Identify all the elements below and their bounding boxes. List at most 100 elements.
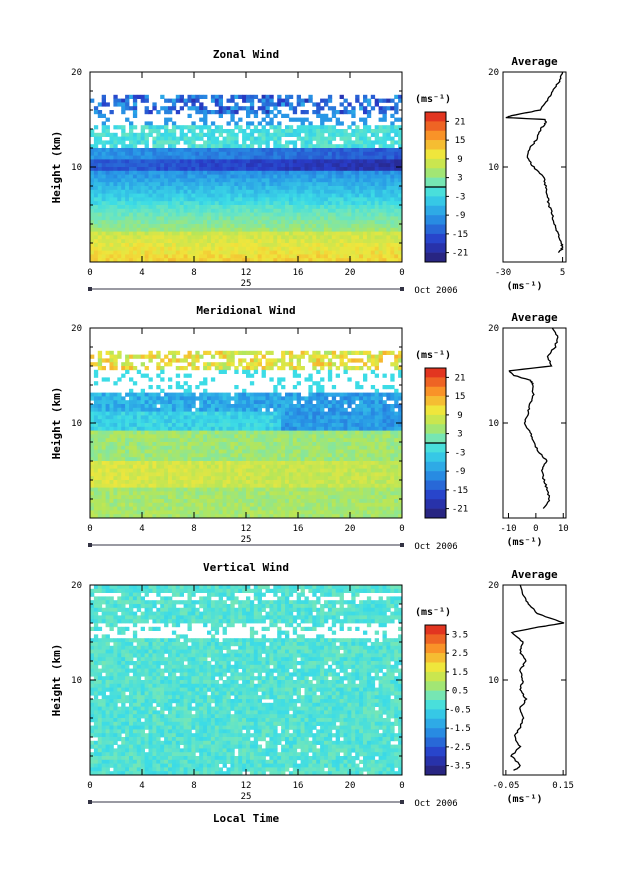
- profile-x-tick-label: -30: [495, 268, 511, 278]
- heatmap-cell: [203, 419, 208, 424]
- heatmap-cell: [125, 366, 130, 371]
- heatmap-cell: [347, 125, 352, 130]
- heatmap-cell: [179, 167, 184, 172]
- heatmap-cell: [140, 197, 145, 202]
- heatmap-cell: [285, 239, 290, 244]
- heatmap-cell: [327, 358, 333, 363]
- heatmap-cell: [300, 426, 305, 431]
- heatmap-cell: [164, 354, 169, 359]
- heatmap-cell: [226, 208, 231, 213]
- heatmap-cell: [324, 423, 329, 428]
- heatmap-cell: [246, 362, 251, 367]
- heatmap-cell: [253, 129, 259, 134]
- heatmap-cell: [265, 350, 270, 355]
- heatmap-cell: [140, 388, 145, 393]
- heatmap-cell: [320, 461, 325, 466]
- heatmap-cell: [113, 423, 118, 428]
- heatmap-cell: [148, 227, 153, 232]
- heatmap-cell: [179, 243, 184, 248]
- heatmap-cell: [164, 396, 169, 401]
- heatmap-cell: [355, 208, 360, 213]
- heatmap-cell: [187, 231, 192, 236]
- heatmap-cell: [359, 445, 364, 450]
- heatmap-cell: [230, 445, 235, 450]
- heatmap-cell: [386, 453, 391, 458]
- heatmap-cell: [253, 430, 259, 435]
- heatmap-cell: [281, 182, 286, 187]
- heatmap-cell: [253, 220, 259, 225]
- heatmap-cell: [246, 170, 251, 175]
- heatmap-cell: [296, 381, 301, 386]
- heatmap-cell: [121, 220, 126, 225]
- heatmap-cell: [343, 415, 348, 420]
- heatmap-cell: [152, 129, 157, 134]
- heatmap-cell: [109, 140, 114, 145]
- heatmap-cell: [269, 231, 274, 236]
- heatmap-cell: [378, 167, 383, 172]
- heatmap-cell: [382, 423, 387, 428]
- heatmap-cell: [105, 457, 110, 462]
- heatmap-cell: [390, 385, 395, 390]
- heatmap-cell: [214, 246, 220, 251]
- heatmap-cell: [370, 411, 376, 416]
- heatmap-cell: [218, 434, 223, 439]
- heatmap-cell: [398, 419, 403, 424]
- heatmap-cell: [246, 404, 251, 409]
- heatmap-cell: [218, 205, 223, 210]
- heatmap-cell: [109, 167, 114, 172]
- heatmap-cell: [378, 445, 383, 450]
- heatmap-cell: [273, 208, 278, 213]
- heatmap-cell: [339, 224, 344, 229]
- heatmap-cell: [136, 354, 142, 359]
- heatmap-cell: [355, 442, 360, 447]
- heatmap-cell: [308, 151, 313, 156]
- heatmap-cell: [265, 415, 270, 420]
- heatmap-cell: [312, 189, 317, 194]
- heatmap-cell: [351, 415, 356, 420]
- heatmap-cell: [382, 235, 387, 240]
- heatmap-cell: [199, 438, 204, 443]
- heatmap-cell: [144, 400, 149, 405]
- heatmap-cell: [265, 102, 270, 107]
- heatmap-cell: [394, 430, 399, 435]
- heatmap-cell: [363, 373, 368, 378]
- colorbar-unit: (ms⁻¹): [415, 94, 451, 105]
- heatmap-cell: [238, 144, 243, 149]
- heatmap-cell: [335, 457, 340, 462]
- heatmap-cell: [363, 136, 368, 141]
- heatmap-cell: [210, 144, 216, 149]
- heatmap-cell: [292, 407, 298, 412]
- heatmap-cell: [327, 231, 333, 236]
- heatmap-cell: [378, 235, 383, 240]
- heatmap-cell: [144, 197, 149, 202]
- heatmap-cell: [218, 430, 223, 435]
- heatmap-cell: [308, 442, 313, 447]
- heatmap-cell: [242, 442, 247, 447]
- heatmap-cell: [152, 144, 157, 149]
- heatmap-cell: [160, 220, 165, 225]
- heatmap-cell: [374, 170, 379, 175]
- heatmap-cell: [304, 434, 309, 439]
- heatmap-cell: [292, 445, 298, 450]
- heatmap-cell: [171, 136, 177, 141]
- heatmap-cell: [366, 400, 372, 405]
- heatmap-cell: [121, 197, 126, 202]
- heatmap-cell: [207, 159, 212, 164]
- heatmap-cell: [171, 407, 177, 412]
- heatmap-cell: [312, 148, 317, 153]
- heatmap-cell: [90, 167, 95, 172]
- heatmap-cell: [292, 144, 298, 149]
- heatmap-cell: [261, 373, 266, 378]
- heatmap-cell: [304, 430, 309, 435]
- heatmap-cell: [97, 189, 103, 194]
- heatmap-cell: [164, 216, 169, 221]
- heatmap-cell: [281, 193, 286, 198]
- heatmap-cell: [281, 426, 286, 431]
- heatmap-cell: [300, 193, 305, 198]
- heatmap-cell: [363, 377, 368, 382]
- heatmap-cell: [339, 442, 344, 447]
- heatmap-cell: [316, 224, 321, 229]
- heatmap-cell: [234, 201, 239, 206]
- heatmap-cell: [312, 167, 317, 172]
- heatmap-cell: [218, 159, 223, 164]
